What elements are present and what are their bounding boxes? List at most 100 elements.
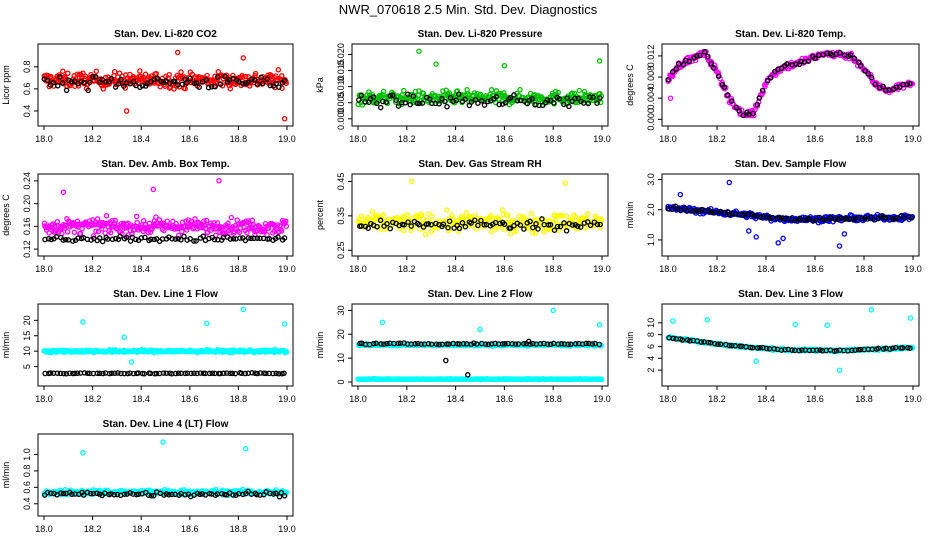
data-point [71, 78, 78, 84]
data-point [217, 224, 224, 230]
data-point [178, 237, 184, 243]
data-point [87, 79, 93, 86]
x-tick-label: 19.0 [904, 394, 922, 404]
data-point [254, 235, 261, 241]
data-point [405, 91, 411, 97]
y-axis-label: percent [315, 199, 325, 230]
data-point-outlier [281, 115, 288, 122]
data-point [521, 226, 527, 232]
y-tick-label: 2.0 [646, 203, 656, 216]
data-point [46, 230, 52, 236]
data-point [759, 87, 766, 94]
data-point-outlier [677, 191, 684, 198]
data-point [449, 212, 455, 219]
data-point [527, 341, 533, 347]
data-point-outlier [443, 357, 449, 364]
data-point [230, 235, 237, 242]
data-point [590, 94, 596, 101]
data-point [240, 491, 246, 498]
data-point-outlier [433, 61, 439, 67]
y-tick-label: 6 [646, 344, 656, 349]
x-tick-label: 18.4 [132, 264, 150, 274]
data-point-outlier [753, 234, 759, 240]
data-point [275, 234, 281, 240]
data-point [273, 80, 279, 87]
data-point [837, 50, 843, 56]
data-point [551, 227, 558, 233]
data-point [584, 219, 591, 225]
data-point [892, 344, 899, 351]
data-point [509, 340, 515, 347]
x-tick-label: 18.8 [855, 134, 873, 144]
data-point [108, 491, 114, 497]
data-point [587, 94, 593, 100]
data-point [478, 217, 484, 224]
data-point [95, 228, 102, 235]
data-point [212, 83, 218, 90]
data-point [241, 224, 247, 231]
data-point [65, 70, 71, 77]
x-tick-label: 18.0 [349, 134, 367, 144]
data-point [380, 88, 387, 95]
x-tick-label: 18.8 [230, 524, 248, 534]
data-point [57, 370, 64, 377]
data-point [252, 70, 259, 77]
data-point [48, 490, 54, 496]
x-tick-label: 18.6 [496, 394, 514, 404]
data-point [482, 341, 489, 347]
data-point [766, 215, 773, 222]
data-point [99, 238, 106, 245]
x-tick-label: 18.6 [806, 264, 824, 274]
y-tick-label: 0.000 [646, 108, 656, 131]
plot-frame [661, 43, 920, 127]
series-reference [356, 91, 603, 111]
data-point [501, 226, 508, 233]
data-point [187, 235, 193, 242]
chart-panel-3: Stan. Dev. Li-820 Temp. degrees C 18.0 18.2… [625, 29, 922, 144]
data-point [153, 214, 159, 220]
data-point [270, 370, 276, 377]
data-point [754, 101, 761, 108]
x-tick-label: 18.0 [659, 134, 677, 144]
data-point [93, 68, 100, 74]
x-tick-label: 19.0 [593, 394, 611, 404]
data-point [428, 341, 435, 347]
data-point [381, 341, 387, 347]
data-point [366, 89, 372, 95]
data-point [568, 341, 574, 348]
data-point [729, 98, 735, 104]
x-tick-label: 18.8 [544, 134, 562, 144]
data-point [908, 215, 915, 221]
data-point [103, 213, 110, 219]
data-point [169, 491, 175, 498]
x-tick-label: 18.2 [398, 134, 416, 144]
series-primary [41, 306, 290, 365]
data-point [711, 65, 717, 71]
data-point [736, 108, 742, 114]
data-point [400, 228, 407, 234]
y-tick-label: 0.000 [336, 108, 346, 131]
data-point [184, 80, 190, 86]
series-primary [41, 439, 290, 499]
data-point [892, 216, 899, 222]
x-tick-label: 18.8 [544, 394, 562, 404]
y-tick-label: 0.12 [22, 240, 32, 258]
data-point [594, 100, 600, 106]
data-point [596, 341, 603, 348]
chart-panel-1: Stan. Dev. Li-820 CO2 Licor ppm 18.0 18.2 18… [1, 29, 296, 144]
data-point [401, 222, 407, 228]
data-point [835, 216, 841, 222]
data-point [204, 72, 210, 79]
data-point [907, 80, 913, 87]
data-point-outlier [792, 321, 799, 328]
data-point-outlier [667, 95, 674, 101]
data-point [254, 370, 260, 377]
data-point [205, 84, 212, 91]
data-point [712, 340, 718, 347]
data-point [175, 370, 182, 376]
data-point [521, 98, 527, 104]
data-point-outlier [596, 58, 603, 64]
data-point [840, 216, 847, 222]
data-point [680, 61, 687, 68]
data-point [227, 236, 234, 242]
